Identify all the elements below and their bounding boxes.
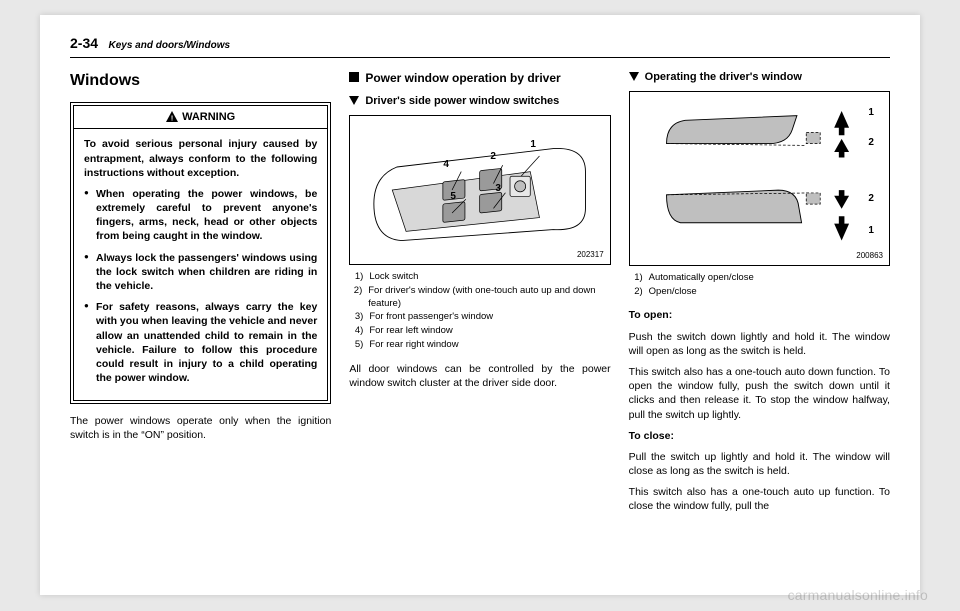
column-1: Windows ! WARNING To avoid serious person…: [70, 70, 331, 521]
column-2: Power window operation by driver Driver'…: [349, 70, 610, 521]
legend-row: 2) Open/close: [629, 286, 890, 299]
warning-list: When operating the power windows, be ext…: [84, 187, 317, 385]
figure-window-switch: 1 2 2 1 200863: [629, 91, 890, 266]
body-text: All door windows can be controlled by th…: [349, 362, 610, 390]
figure-legend: 1) Lock switch 2)For driver's window (wit…: [349, 271, 610, 352]
subsection-label: Power window operation by driver: [365, 70, 560, 86]
callout-2: 2: [868, 136, 874, 150]
body-text: To open:: [629, 308, 890, 322]
subheading-label: Driver's side power window switches: [365, 94, 559, 109]
warning-item: When operating the power windows, be ext…: [84, 187, 317, 244]
legend-num: 3): [349, 311, 363, 324]
legend-text: Automatically open/close: [649, 272, 754, 285]
figure-id: 202317: [577, 250, 604, 261]
legend-text: Lock switch: [369, 271, 418, 284]
legend-row: 3) For front passenger's window: [349, 311, 610, 324]
warning-title: ! WARNING: [74, 106, 327, 130]
legend-row: 5) For rear right window: [349, 339, 610, 352]
callout-1: 1: [530, 138, 536, 152]
legend-text: Open/close: [649, 286, 697, 299]
svg-text:!: !: [171, 115, 173, 122]
figure-legend: 1) Automatically open/close 2) Open/close: [629, 272, 890, 299]
callout-2: 2: [490, 150, 496, 164]
body-text: Push the switch down lightly and hold it…: [629, 330, 890, 358]
subheading: Driver's side power window switches: [349, 94, 610, 109]
body-text: This switch also has a one-touch auto do…: [629, 365, 890, 422]
body-text: This switch also has a one-touch auto up…: [629, 485, 890, 513]
window-switch-illustration: [635, 97, 884, 260]
warning-item: Always lock the passengers' windows usin…: [84, 251, 317, 294]
manual-page: 2-34 Keys and doors/Windows Windows ! WAR…: [40, 15, 920, 595]
legend-row: 4) For rear left window: [349, 325, 610, 338]
warning-body: To avoid serious personal injury caused …: [74, 129, 327, 400]
legend-row: 1) Automatically open/close: [629, 272, 890, 285]
callout-1b: 1: [868, 224, 874, 238]
warning-label: WARNING: [182, 111, 235, 123]
open-label: To open:: [629, 309, 673, 321]
page-number: 2-34: [70, 35, 98, 51]
legend-text: For front passenger's window: [369, 311, 493, 324]
callout-5: 5: [450, 190, 456, 204]
warning-icon: !: [166, 111, 178, 122]
legend-text: For rear right window: [369, 339, 458, 352]
square-bullet-icon: [349, 72, 359, 82]
legend-num: 2): [349, 285, 362, 311]
legend-num: 5): [349, 339, 363, 352]
triangle-bullet-icon: [629, 72, 639, 81]
legend-row: 1) Lock switch: [349, 271, 610, 284]
callout-3: 3: [495, 182, 501, 196]
legend-num: 1): [349, 271, 363, 284]
legend-num: 4): [349, 325, 363, 338]
subheading: Operating the driver's window: [629, 70, 890, 85]
content-columns: Windows ! WARNING To avoid serious person…: [70, 70, 890, 521]
figure-switch-cluster: 1 2 3 4 5 202317: [349, 115, 610, 265]
body-text: The power windows operate only when the …: [70, 414, 331, 442]
body-text: To close:: [629, 429, 890, 443]
legend-num: 1): [629, 272, 643, 285]
page-header: 2-34 Keys and doors/Windows: [70, 35, 890, 58]
callout-1: 1: [868, 106, 874, 120]
legend-text: For driver's window (with one-touch auto…: [368, 285, 610, 311]
legend-num: 2): [629, 286, 643, 299]
section-title: Windows: [70, 70, 331, 92]
figure-id: 200863: [856, 251, 883, 262]
triangle-bullet-icon: [349, 96, 359, 105]
close-label: To close:: [629, 430, 674, 442]
callout-2b: 2: [868, 192, 874, 206]
warning-item: For safety reasons, always carry the key…: [84, 300, 317, 385]
subheading-label: Operating the driver's window: [645, 70, 802, 85]
legend-row: 2)For driver's window (with one-touch au…: [349, 285, 610, 311]
body-text: Pull the switch up lightly and hold it. …: [629, 450, 890, 478]
callout-4: 4: [443, 158, 449, 172]
switch-cluster-illustration: [355, 121, 604, 259]
warning-box: ! WARNING To avoid serious personal injur…: [70, 102, 331, 405]
subsection-heading: Power window operation by driver: [349, 70, 610, 86]
warning-intro: To avoid serious personal injury caused …: [84, 137, 317, 180]
legend-text: For rear left window: [369, 325, 452, 338]
column-3: Operating the driver's window: [629, 70, 890, 521]
watermark: carmanualsonline.info: [788, 587, 928, 603]
breadcrumb: Keys and doors/Windows: [108, 40, 230, 51]
